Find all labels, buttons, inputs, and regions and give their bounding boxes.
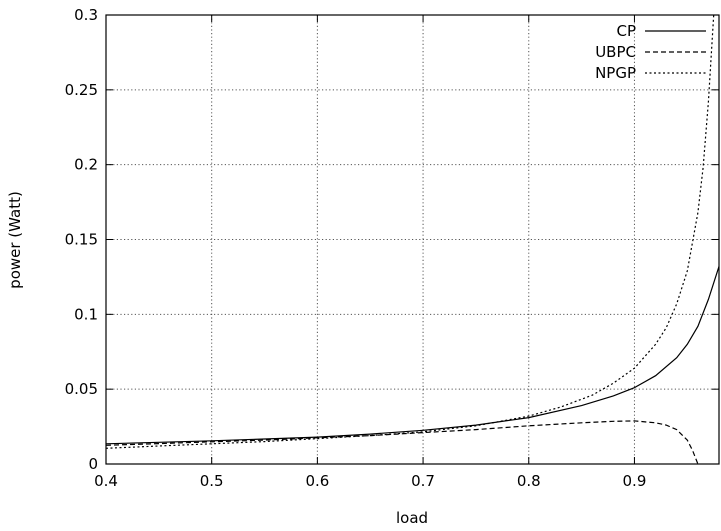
y-tick-labels: 0 0.05 0.1 0.15 0.2 0.25 0.3: [65, 6, 98, 473]
y-tick-label: 0: [88, 455, 98, 473]
x-tick-label: 0.8: [517, 472, 541, 490]
legend-label-cp: CP: [616, 22, 636, 40]
y-tick-label: 0.25: [65, 81, 98, 99]
y-tick-label: 0.15: [65, 231, 98, 249]
legend-label-ubpc: UBPC: [595, 43, 636, 61]
x-tick-label: 0.6: [305, 472, 329, 490]
x-axis-label: load: [396, 509, 428, 527]
grid: [106, 15, 719, 464]
x-tick-label: 0.5: [200, 472, 224, 490]
series-line-npgp: [105, 14, 715, 449]
x-tick-labels: 0.4 0.5 0.6 0.7 0.8 0.9: [94, 472, 646, 490]
x-tick-label: 0.9: [623, 472, 647, 490]
series-line-cp: [105, 266, 720, 445]
y-axis-label: power (Watt): [6, 191, 24, 289]
y-tick-label: 0.1: [74, 305, 98, 323]
y-tick-label: 0.05: [65, 380, 98, 398]
x-tick-label: 0.4: [94, 472, 118, 490]
plot-frame: [105, 14, 720, 465]
y-tick-label: 0.2: [74, 156, 98, 174]
y-tick-label: 0.3: [74, 6, 98, 24]
x-tick-label: 0.7: [411, 472, 435, 490]
legend-label-npgp: NPGP: [595, 64, 636, 82]
legend: CP UBPC NPGP: [595, 22, 706, 82]
series-lines: [105, 14, 720, 465]
series-line-ubpc: [105, 420, 699, 465]
